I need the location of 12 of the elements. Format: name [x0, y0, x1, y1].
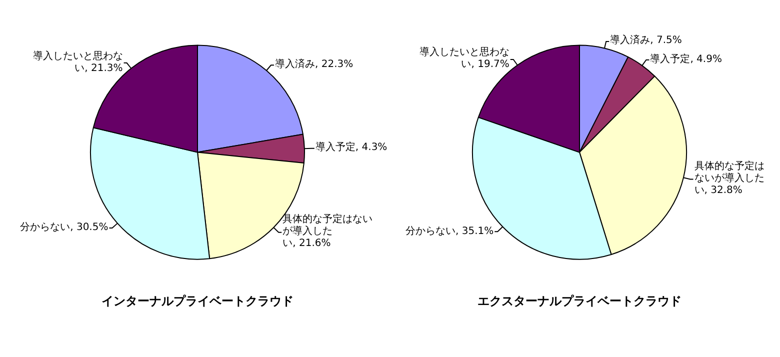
slice-label: 導入したいと思わない, 21.3%: [32, 50, 123, 75]
text: インターナルプライベートクラウド: [102, 294, 294, 308]
slice-label: 具体的な予定はないが導入したい, 21.6%: [282, 214, 374, 250]
slice-label: 導入予定, 4.9%: [650, 54, 723, 66]
slice-label: 分からない, 30.5%: [19, 222, 108, 234]
slice-label: 分からない, 35.1%: [404, 226, 494, 238]
slice-label: 導入予定, 4.3%: [315, 142, 388, 154]
slice-label: 導入したいと思わない, 19.7%: [418, 47, 510, 72]
slice-label: 導入済み, 7.5%: [610, 35, 683, 48]
slice-label: 具体的な予定はないが導入したい, 32.8%: [694, 161, 766, 198]
slice-label: 導入済み, 22.3%: [274, 59, 354, 72]
text: エクスターナルプライベートクラウド: [478, 294, 682, 308]
